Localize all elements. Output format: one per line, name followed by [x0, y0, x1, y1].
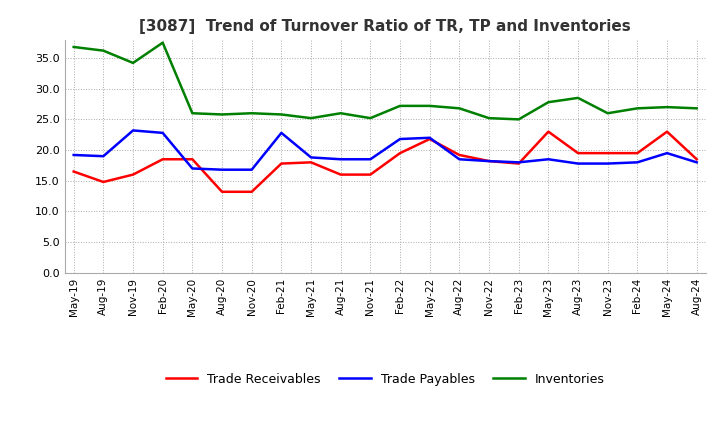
Trade Payables [248, 167, 256, 172]
Inventories [426, 103, 434, 109]
Inventories [307, 116, 315, 121]
Line: Trade Payables: Trade Payables [73, 130, 697, 170]
Trade Payables [217, 167, 226, 172]
Trade Receivables [426, 136, 434, 142]
Trade Receivables [574, 150, 582, 156]
Trade Payables [455, 157, 464, 162]
Trade Receivables [485, 158, 493, 164]
Trade Payables [544, 157, 553, 162]
Inventories [129, 60, 138, 66]
Inventories [662, 104, 671, 110]
Trade Receivables [69, 169, 78, 174]
Trade Payables [307, 155, 315, 160]
Inventories [514, 117, 523, 122]
Trade Receivables [307, 160, 315, 165]
Trade Payables [485, 158, 493, 164]
Trade Payables [574, 161, 582, 166]
Inventories [693, 106, 701, 111]
Inventories [574, 95, 582, 100]
Trade Receivables [248, 189, 256, 194]
Trade Payables [129, 128, 138, 133]
Trade Payables [277, 130, 286, 136]
Trade Receivables [158, 157, 167, 162]
Trade Receivables [188, 157, 197, 162]
Inventories [603, 110, 612, 116]
Trade Payables [662, 150, 671, 156]
Inventories [99, 48, 108, 53]
Inventories [633, 106, 642, 111]
Legend: Trade Receivables, Trade Payables, Inventories: Trade Receivables, Trade Payables, Inven… [161, 368, 610, 391]
Inventories [188, 110, 197, 116]
Trade Receivables [277, 161, 286, 166]
Inventories [544, 99, 553, 105]
Trade Payables [396, 136, 405, 142]
Trade Payables [99, 154, 108, 159]
Inventories [277, 112, 286, 117]
Trade Receivables [662, 129, 671, 134]
Trade Receivables [603, 150, 612, 156]
Line: Trade Receivables: Trade Receivables [73, 132, 697, 192]
Inventories [396, 103, 405, 109]
Trade Payables [366, 157, 374, 162]
Trade Receivables [396, 150, 405, 156]
Inventories [69, 44, 78, 50]
Trade Receivables [366, 172, 374, 177]
Trade Receivables [633, 150, 642, 156]
Inventories [366, 116, 374, 121]
Trade Payables [158, 130, 167, 136]
Trade Receivables [99, 180, 108, 185]
Inventories [158, 40, 167, 45]
Trade Receivables [693, 157, 701, 162]
Trade Payables [514, 160, 523, 165]
Inventories [248, 110, 256, 116]
Trade Payables [69, 152, 78, 158]
Title: [3087]  Trend of Turnover Ratio of TR, TP and Inventories: [3087] Trend of Turnover Ratio of TR, TP… [140, 19, 631, 34]
Inventories [485, 116, 493, 121]
Trade Receivables [217, 189, 226, 194]
Inventories [336, 110, 345, 116]
Trade Receivables [544, 129, 553, 134]
Line: Inventories: Inventories [73, 43, 697, 119]
Trade Receivables [336, 172, 345, 177]
Trade Payables [188, 166, 197, 171]
Trade Payables [426, 135, 434, 140]
Trade Payables [693, 160, 701, 165]
Trade Receivables [455, 152, 464, 158]
Trade Receivables [129, 172, 138, 177]
Trade Payables [603, 161, 612, 166]
Trade Payables [336, 157, 345, 162]
Trade Payables [633, 160, 642, 165]
Inventories [455, 106, 464, 111]
Trade Receivables [514, 161, 523, 166]
Inventories [217, 112, 226, 117]
